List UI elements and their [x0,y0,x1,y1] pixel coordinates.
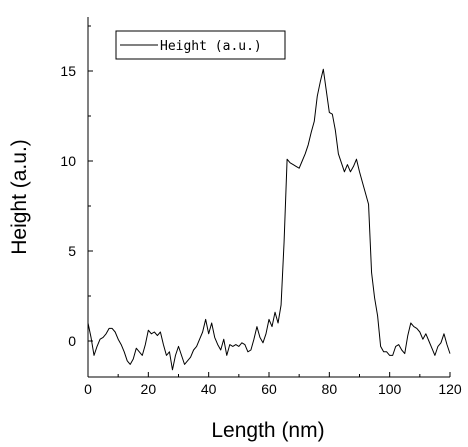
y-tick-label: 5 [68,243,76,259]
legend: Height (a.u.) [115,30,286,60]
y-tick-label: 0 [68,333,76,349]
x-tick-label: 100 [378,381,402,397]
x-tick-label: 0 [84,381,92,397]
series-group [87,68,451,371]
x-tick-label: 120 [438,381,462,397]
x-tick-label: 40 [201,381,217,397]
y-axis-title: Height (a.u.) [8,139,31,255]
series-line-height [87,68,451,371]
y-tick-label: 10 [60,153,76,169]
x-axis: 0 20 40 60 80 100 120 [84,372,462,397]
x-tick-label: 80 [322,381,338,397]
legend-entry-label: Height (a.u.) [160,39,262,54]
y-axis: 0 5 10 15 [60,25,93,349]
y-tick-label: 15 [60,63,76,79]
x-tick-label: 60 [261,381,277,397]
x-axis-title: Length (nm) [211,419,324,442]
plot-frame [87,17,450,378]
x-tick-label: 20 [141,381,157,397]
